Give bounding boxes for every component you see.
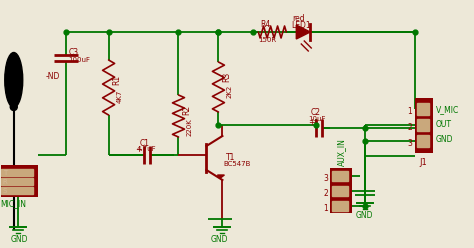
Text: GND: GND — [436, 135, 454, 144]
Text: 1: 1 — [323, 204, 328, 213]
Text: 220K: 220K — [186, 118, 192, 136]
Text: GND: GND — [11, 235, 28, 244]
Bar — [417, 135, 429, 147]
Text: 150R: 150R — [258, 37, 276, 43]
Text: C3: C3 — [69, 48, 79, 57]
Text: 3: 3 — [407, 139, 412, 148]
FancyBboxPatch shape — [0, 165, 38, 197]
Text: -ND: -ND — [46, 72, 60, 81]
Text: R3: R3 — [222, 72, 231, 82]
Text: BC547B: BC547B — [223, 161, 251, 167]
Bar — [1, 187, 33, 194]
Text: 2K2: 2K2 — [227, 85, 232, 98]
Ellipse shape — [5, 53, 23, 107]
Bar — [332, 201, 348, 211]
FancyBboxPatch shape — [415, 98, 433, 153]
Text: 4K7: 4K7 — [117, 90, 123, 103]
Bar — [417, 119, 429, 131]
Text: S: S — [3, 188, 7, 194]
Text: 2: 2 — [323, 189, 328, 198]
Bar — [1, 178, 33, 185]
Text: V_MIC: V_MIC — [436, 105, 459, 114]
Text: 4.7uF: 4.7uF — [137, 146, 156, 152]
Text: J1: J1 — [419, 158, 427, 167]
Text: MIC_IN: MIC_IN — [0, 199, 26, 208]
Text: 1: 1 — [407, 107, 412, 116]
Text: R1: R1 — [113, 75, 122, 85]
Circle shape — [10, 103, 17, 111]
Text: +: + — [136, 145, 142, 154]
Text: R2: R2 — [182, 105, 191, 115]
Text: 2: 2 — [407, 123, 412, 132]
Bar — [417, 103, 429, 115]
Text: R4: R4 — [260, 20, 271, 29]
Text: GND: GND — [355, 211, 373, 220]
Text: T: T — [3, 170, 7, 176]
Bar — [1, 169, 33, 176]
Text: AUX_IN: AUX_IN — [337, 138, 346, 166]
Bar — [332, 171, 348, 181]
Text: C1: C1 — [139, 139, 150, 148]
Text: C2: C2 — [310, 108, 320, 117]
Text: LED1: LED1 — [292, 21, 311, 30]
Bar — [332, 186, 348, 196]
Text: red: red — [292, 14, 305, 23]
Text: GND: GND — [210, 235, 228, 244]
Polygon shape — [218, 175, 224, 178]
Polygon shape — [296, 25, 310, 39]
Text: 10uF: 10uF — [308, 116, 326, 122]
Text: R: R — [3, 179, 8, 185]
FancyBboxPatch shape — [330, 168, 352, 213]
Text: 100uF: 100uF — [69, 57, 91, 63]
Text: T1: T1 — [227, 153, 236, 162]
Text: OUT: OUT — [436, 120, 452, 129]
Text: 3: 3 — [323, 174, 328, 183]
Text: +: + — [308, 118, 315, 127]
